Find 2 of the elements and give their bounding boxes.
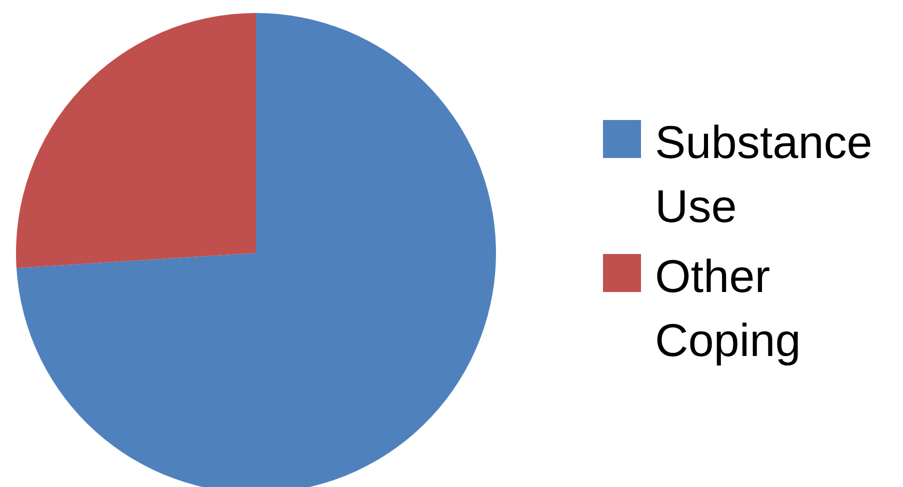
legend-label: Substance Use bbox=[655, 114, 874, 234]
legend-label: Other Coping bbox=[655, 248, 802, 368]
